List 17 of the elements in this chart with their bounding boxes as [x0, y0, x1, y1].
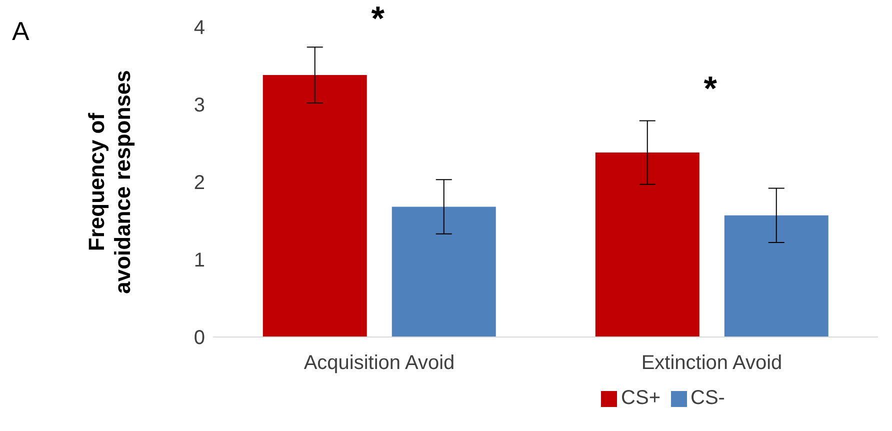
y-tick-label: 4 — [194, 17, 205, 40]
bar — [392, 206, 496, 337]
y-tick-label: 2 — [194, 172, 205, 194]
y-tick-label: 0 — [194, 327, 205, 350]
annotation: * — [704, 70, 717, 108]
legend-label: CS- — [690, 387, 725, 409]
text: A — [12, 16, 30, 47]
bar — [595, 152, 700, 337]
bar — [724, 215, 828, 337]
x-tick-label: Acquisition Avoid — [304, 352, 455, 374]
y-tick-label: 1 — [194, 250, 205, 272]
annotation: * — [371, 0, 384, 38]
bar — [262, 75, 367, 337]
legend-label: CS+ — [621, 387, 660, 409]
x-tick-label: Extinction Avoid — [641, 352, 782, 374]
y-axis-title: Frequency of avoidance responses — [84, 70, 135, 294]
y-tick-label: 3 — [194, 94, 205, 117]
